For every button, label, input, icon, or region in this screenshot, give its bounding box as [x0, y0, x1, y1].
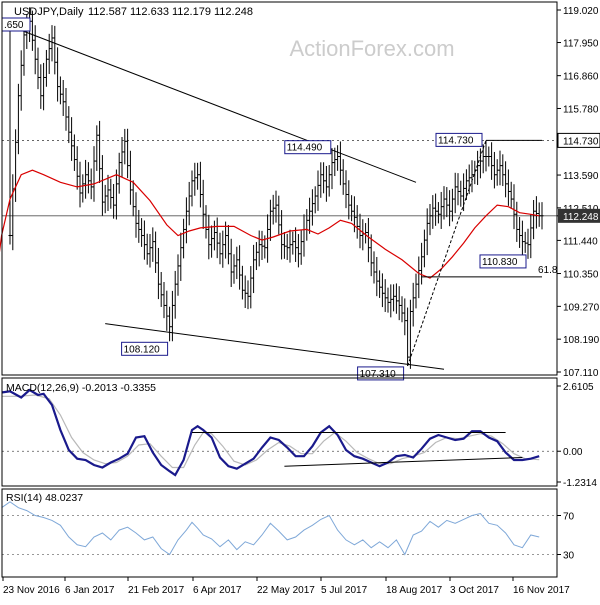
price-tick-label: 116.860: [563, 72, 599, 83]
macd-tick-label: 0.00: [563, 447, 583, 458]
price-tick-label: 110.350: [563, 270, 599, 281]
price-annotation-label: 110.830: [482, 257, 518, 268]
date-tick-label: 22 May 2017: [257, 585, 315, 596]
price-annotation-label: 114.490: [287, 143, 323, 154]
price-tick-label: 115.780: [563, 104, 599, 115]
current-price-label: 112.248: [563, 212, 599, 223]
x-axis: 23 Nov 2016 6 Jan 2017 21 Feb 2017 6 Apr 20…: [2, 577, 570, 596]
macd-tick-label: 2.6105: [563, 382, 594, 393]
moving-average-line: [0, 169, 540, 279]
macd-tick-label: -1.2314: [563, 478, 597, 489]
rsi-label: RSI(14) 48.0237: [6, 492, 83, 504]
current-price-box: [558, 208, 600, 223]
date-tick-label: 3 Oct 2017: [450, 585, 499, 596]
date-tick-label: 21 Feb 2017: [128, 585, 185, 596]
price-annotation-label: .650: [4, 20, 24, 31]
macd-panel-frame: [1, 377, 558, 487]
price-tick-label: 108.190: [563, 335, 600, 346]
rsi-tick-label: 30: [563, 551, 575, 562]
price-tick-label: 119.020: [563, 6, 599, 17]
watermark: ActionForex.com: [289, 36, 454, 61]
main-panel-frame: [1, 1, 558, 376]
macd-panel: 2.6105 0.00 -1.2314: [1, 382, 597, 489]
chart-title: USDJPY,Daily: [14, 6, 84, 18]
rsi-panel-frame: [1, 488, 558, 578]
price-annotation-box: [121, 341, 169, 356]
date-tick-label: 6 Apr 2017: [193, 585, 242, 596]
pivot-price-label: 114.730: [563, 136, 599, 147]
price-annotation-box: [357, 366, 405, 381]
rsi-line: [1, 501, 540, 556]
price-annotation-box: [479, 254, 527, 269]
date-tick-label: 16 Nov 2017: [513, 585, 570, 596]
chart-quote: 112.587 112.633 112.179 112.248: [88, 6, 253, 18]
rsi-panel: 70 30: [1, 501, 575, 562]
date-tick-label: 5 Jul 2017: [321, 585, 368, 596]
rsi-tick-label: 70: [563, 512, 575, 523]
price-tick-label: 117.950: [563, 39, 599, 50]
date-tick-label: 6 Jan 2017: [65, 585, 115, 596]
fib-label: 61.8: [538, 265, 558, 276]
date-tick-label: 23 Nov 2016: [3, 585, 60, 596]
macd-line: [1, 388, 540, 477]
lower-support-trendline: [105, 323, 445, 370]
price-tick-label: 111.440: [563, 236, 598, 247]
price-tick-label: 107.110: [563, 368, 599, 379]
price-annotation-label: 114.730: [438, 135, 474, 146]
date-tick-label: 18 Aug 2017: [386, 585, 443, 596]
price-annotation-box: [435, 132, 483, 147]
price-annotation-label: 107.310: [360, 369, 397, 380]
main-panel: 119.020 117.950 116.860 115.780 114.730 113.5…: [0, 6, 600, 381]
macd-trendline: [284, 456, 523, 467]
pivot-price-box: [557, 132, 600, 148]
macd-label: MACD(12,26,9) -0.2013 -0.3355: [6, 382, 156, 394]
price-annotation-box: [284, 140, 332, 155]
price-annotation-label: 108.120: [124, 344, 161, 355]
upper-resistance-trendline: [1, 22, 417, 183]
price-tick-label: 113.590: [563, 171, 599, 182]
price-tick-label: 109.270: [563, 302, 600, 313]
